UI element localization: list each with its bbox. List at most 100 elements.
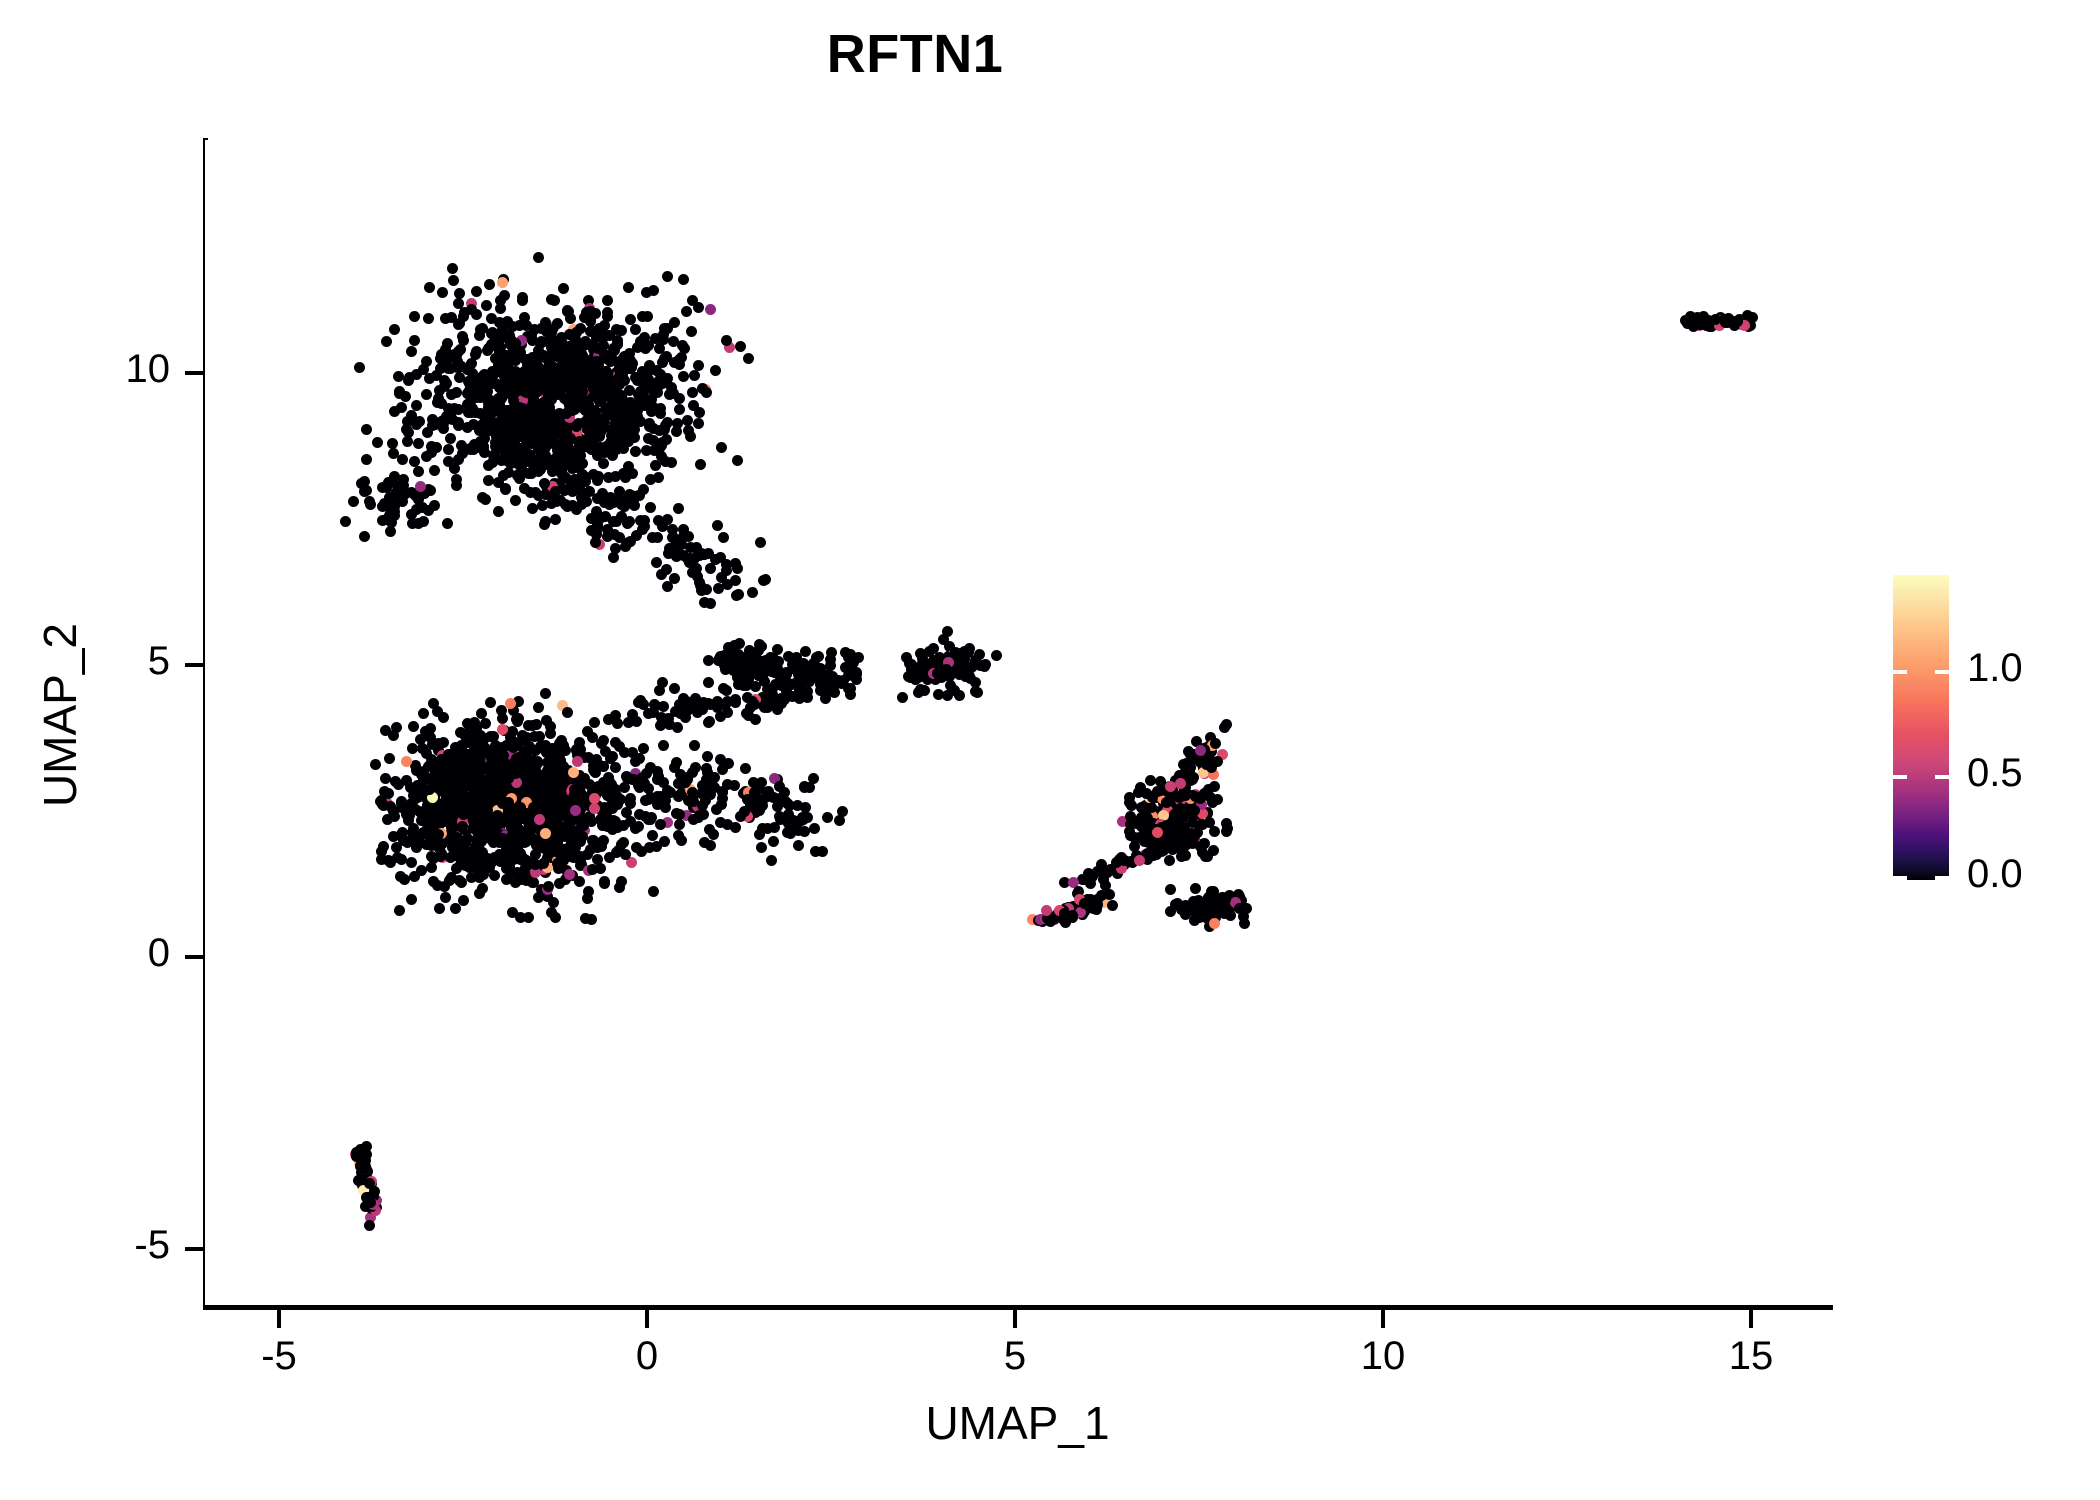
- scatter-point: [1202, 850, 1214, 862]
- scatter-point: [591, 493, 603, 504]
- scatter-point: [699, 548, 711, 560]
- scatter-point: [897, 691, 909, 703]
- scatter-point: [732, 679, 744, 691]
- scatter-point: [406, 782, 418, 794]
- scatter-point: [610, 383, 622, 395]
- scatter-point: [431, 705, 443, 717]
- scatter-point: [464, 861, 476, 873]
- scatter-point: [564, 433, 576, 445]
- scatter-point: [610, 471, 622, 483]
- scatter-point: [526, 468, 538, 480]
- scatter-point: [690, 761, 702, 773]
- scatter-point: [661, 580, 673, 592]
- scatter-point: [655, 818, 667, 830]
- scatter-point: [569, 805, 581, 817]
- scatter-point: [417, 708, 429, 719]
- scatter-point: [566, 485, 578, 497]
- scatter-point: [577, 831, 589, 842]
- scatter-point: [629, 432, 641, 444]
- scatter-point: [496, 797, 508, 809]
- scatter-point: [834, 814, 846, 826]
- scatter-point: [585, 913, 597, 925]
- scatter-point: [624, 385, 636, 397]
- scatter-point: [618, 781, 630, 793]
- scatter-point: [606, 795, 618, 807]
- scatter-point: [580, 496, 592, 508]
- scatter-point: [537, 783, 549, 795]
- scatter-point: [453, 403, 465, 415]
- scatter-point: [588, 793, 600, 804]
- scatter-point: [600, 388, 612, 400]
- scatter-point: [658, 701, 670, 713]
- scatter-point: [688, 399, 700, 411]
- scatter-point: [1175, 903, 1187, 915]
- scatter-point: [399, 391, 411, 403]
- scatter-point: [434, 353, 446, 365]
- scatter-point: [659, 802, 671, 814]
- scatter-point: [511, 867, 523, 879]
- scatter-point: [466, 872, 478, 884]
- scatter-point: [603, 772, 614, 784]
- scatter-point: [773, 780, 785, 792]
- scatter-point: [619, 500, 631, 512]
- scatter-point: [462, 364, 473, 376]
- scatter-point: [566, 776, 578, 788]
- scatter-point: [598, 339, 610, 351]
- scatter-point: [532, 757, 543, 769]
- scatter-point: [684, 541, 696, 553]
- scatter-point: [589, 802, 601, 814]
- scatter-point: [700, 387, 712, 399]
- scatter-point: [509, 786, 521, 798]
- scatter-point: [421, 839, 433, 851]
- scatter-point: [410, 504, 422, 516]
- scatter-point: [548, 438, 560, 450]
- scatter-point: [643, 417, 655, 429]
- scatter-point: [715, 552, 726, 564]
- scatter-point: [671, 426, 683, 437]
- scatter-point: [508, 757, 520, 769]
- scatter-point: [470, 760, 482, 772]
- scatter-point: [416, 742, 428, 754]
- scatter-point: [377, 500, 389, 512]
- scatter-point: [729, 822, 741, 834]
- scatter-point: [685, 430, 697, 442]
- scatter-point: [646, 830, 658, 842]
- scatter-point: [577, 797, 589, 808]
- scatter-point: [513, 319, 525, 331]
- scatter-point: [452, 453, 464, 465]
- scatter-point: [730, 574, 741, 586]
- scatter-point: [528, 802, 540, 814]
- scatter-point: [494, 347, 506, 359]
- scatter-point: [420, 785, 431, 797]
- scatter-point: [364, 495, 376, 507]
- scatter-point: [673, 358, 685, 370]
- scatter-point: [619, 374, 630, 386]
- scatter-point: [808, 822, 820, 834]
- scatter-point: [423, 373, 435, 384]
- scatter-point: [711, 804, 723, 816]
- scatter-point: [477, 323, 489, 334]
- scatter-point: [559, 873, 571, 885]
- scatter-point: [416, 501, 428, 513]
- scatter-point: [534, 823, 546, 835]
- scatter-point: [577, 489, 589, 501]
- scatter-point: [471, 861, 482, 873]
- scatter-point: [445, 433, 456, 445]
- scatter-point: [723, 342, 735, 354]
- scatter-point: [583, 367, 595, 379]
- scatter-point: [479, 432, 491, 444]
- scatter-point: [990, 649, 1002, 661]
- scatter-point: [513, 713, 524, 725]
- scatter-point: [503, 363, 515, 375]
- scatter-point: [555, 854, 567, 866]
- scatter-point: [415, 865, 427, 877]
- scatter-point: [552, 317, 564, 329]
- scatter-point: [402, 415, 414, 427]
- scatter-point: [954, 690, 966, 702]
- colorbar-tick-0.0-left: [1893, 876, 1907, 880]
- scatter-point: [578, 403, 590, 415]
- scatter-point: [426, 738, 438, 750]
- scatter-point: [424, 731, 436, 743]
- scatter-point: [756, 659, 768, 671]
- scatter-point: [556, 452, 568, 464]
